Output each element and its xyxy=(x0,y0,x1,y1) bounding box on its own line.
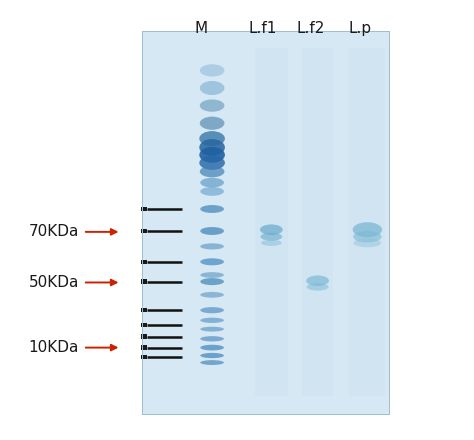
Ellipse shape xyxy=(200,307,224,313)
Ellipse shape xyxy=(199,139,225,156)
Ellipse shape xyxy=(200,187,224,196)
Ellipse shape xyxy=(200,292,224,297)
Ellipse shape xyxy=(200,353,224,358)
Bar xyxy=(255,48,288,396)
Ellipse shape xyxy=(200,205,224,213)
Ellipse shape xyxy=(200,243,224,249)
Ellipse shape xyxy=(200,178,224,187)
Ellipse shape xyxy=(200,81,225,95)
Text: M: M xyxy=(195,21,208,36)
Text: 10KDa: 10KDa xyxy=(28,340,79,355)
Text: L.f1: L.f1 xyxy=(249,21,277,36)
Bar xyxy=(141,355,147,359)
Ellipse shape xyxy=(200,227,224,235)
Ellipse shape xyxy=(200,326,224,332)
Ellipse shape xyxy=(200,99,225,112)
Text: L.f2: L.f2 xyxy=(296,21,325,36)
Bar xyxy=(141,323,147,327)
Bar xyxy=(141,308,147,312)
Ellipse shape xyxy=(261,233,283,241)
Ellipse shape xyxy=(200,360,224,365)
Ellipse shape xyxy=(199,131,225,146)
Ellipse shape xyxy=(200,258,224,265)
Bar xyxy=(141,279,147,284)
Text: 70KDa: 70KDa xyxy=(28,224,79,239)
Bar xyxy=(141,334,147,339)
Ellipse shape xyxy=(353,231,382,242)
Ellipse shape xyxy=(307,283,328,291)
Ellipse shape xyxy=(199,147,225,163)
Ellipse shape xyxy=(200,64,225,77)
Ellipse shape xyxy=(200,166,225,177)
Text: L.p: L.p xyxy=(349,21,372,36)
Bar xyxy=(141,345,147,350)
Bar xyxy=(141,207,147,211)
Bar xyxy=(142,31,389,414)
Ellipse shape xyxy=(353,222,382,237)
Ellipse shape xyxy=(200,117,225,130)
Ellipse shape xyxy=(200,345,224,351)
Bar xyxy=(142,31,389,414)
Text: 50KDa: 50KDa xyxy=(28,275,79,290)
Ellipse shape xyxy=(200,272,224,278)
Bar xyxy=(141,260,147,264)
Ellipse shape xyxy=(354,238,381,247)
Ellipse shape xyxy=(261,240,282,246)
Bar xyxy=(349,48,385,396)
Ellipse shape xyxy=(200,336,224,341)
Bar xyxy=(302,48,333,396)
Bar xyxy=(141,229,147,233)
Ellipse shape xyxy=(200,278,224,285)
Ellipse shape xyxy=(200,318,224,323)
Ellipse shape xyxy=(199,156,225,170)
Ellipse shape xyxy=(260,224,283,235)
Ellipse shape xyxy=(306,275,329,286)
